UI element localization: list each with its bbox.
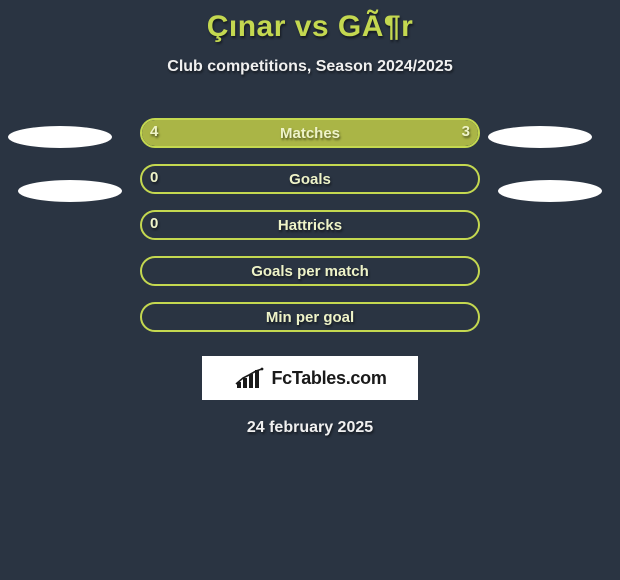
photo-ellipse <box>488 126 592 148</box>
stat-label: Min per goal <box>142 304 478 330</box>
subtitle: Club competitions, Season 2024/2025 <box>0 58 620 76</box>
stat-pill: Matches <box>140 118 480 148</box>
stat-label: Matches <box>142 120 478 146</box>
stat-row: Min per goal <box>0 302 620 348</box>
stat-row: Goals per match <box>0 256 620 302</box>
stat-value-right: 3 <box>462 118 470 145</box>
stat-pill: Min per goal <box>140 302 480 332</box>
photo-ellipse <box>8 126 112 148</box>
stat-value-left: 4 <box>150 118 158 145</box>
stat-pill: Hattricks <box>140 210 480 240</box>
stat-label: Goals per match <box>142 258 478 284</box>
date-text: 24 february 2025 <box>0 419 620 437</box>
comparison-card: Çınar vs GÃ¶r Club competitions, Season … <box>0 0 620 437</box>
page-title: Çınar vs GÃ¶r <box>0 10 620 44</box>
stat-label: Goals <box>142 166 478 192</box>
logo-box: FcTables.com <box>202 356 418 400</box>
stat-pill: Goals <box>140 164 480 194</box>
photo-ellipse <box>498 180 602 202</box>
photo-ellipse <box>18 180 122 202</box>
logo-text: FcTables.com <box>271 368 386 389</box>
bar-chart-icon <box>233 366 267 390</box>
stat-label: Hattricks <box>142 212 478 238</box>
stat-value-left: 0 <box>150 164 158 191</box>
stat-rows: Matches 4 3 Goals 0 Hattricks 0 Goal <box>0 118 620 348</box>
stat-value-left: 0 <box>150 210 158 237</box>
stat-row: Hattricks 0 <box>0 210 620 256</box>
stat-pill: Goals per match <box>140 256 480 286</box>
